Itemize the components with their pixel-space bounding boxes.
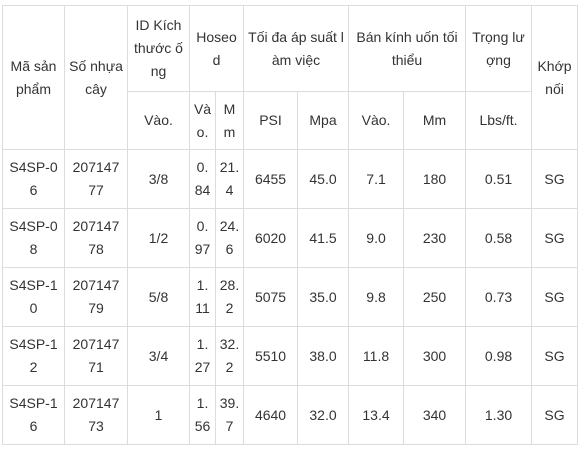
header-part-number: Số nhựa cây [64, 5, 128, 150]
cell-id-in: 1/2 [127, 208, 190, 268]
cell-mpa: 38.0 [297, 326, 350, 386]
cell-mpa: 32.0 [297, 385, 350, 445]
cell-bend-mm: 230 [403, 208, 467, 268]
header-hose-od: Hoseod [188, 5, 245, 92]
cell-psi: 4640 [243, 385, 299, 445]
unit-bend-mm: Mm [403, 91, 467, 150]
cell-code: S4SP-10 [2, 267, 65, 327]
cell-psi: 6020 [243, 208, 299, 268]
cell-id-in: 5/8 [127, 267, 190, 327]
cell-mpa: 41.5 [297, 208, 350, 268]
unit-bend-in: Vào. [348, 91, 405, 150]
cell-bend-in: 9.0 [348, 208, 405, 268]
header-product-code: Mã sản phẩm [2, 5, 65, 150]
unit-id-in: Vào. [127, 91, 190, 150]
cell-fitting: SG [531, 385, 579, 445]
cell-bend-in: 11.8 [348, 326, 405, 386]
table-row: S4SP-16 20714773 1 1.56 39.7 4640 32.0 13.4 340 1… [2, 385, 579, 445]
cell-part: 20714771 [64, 326, 128, 386]
header-weight: Trọng lượng [465, 5, 533, 92]
cell-od-in: 1.27 [189, 326, 216, 386]
table-row: S4SP-06 20714777 3/8 0.84 21.4 6455 45.0 7.1 180… [2, 149, 579, 209]
cell-psi: 5510 [243, 326, 299, 386]
cell-bend-in: 13.4 [348, 385, 405, 445]
cell-psi: 6455 [243, 149, 299, 209]
cell-bend-in: 9.8 [348, 267, 405, 327]
unit-psi: PSI [243, 91, 299, 150]
cell-bend-mm: 180 [403, 149, 467, 209]
cell-part: 20714779 [64, 267, 128, 327]
cell-psi: 5075 [243, 267, 299, 327]
unit-od-in: Vào. [189, 91, 216, 150]
table-row: S4SP-10 20714779 5/8 1.11 28.2 5075 35.0 9.8 250… [2, 267, 579, 327]
cell-mpa: 35.0 [297, 267, 350, 327]
header-hose-id: ID Kích thước ống [127, 5, 190, 92]
cell-code: S4SP-06 [2, 149, 65, 209]
cell-fitting: SG [531, 208, 579, 268]
header-row-units: Vào. Vào. Mm PSI Mpa Vào. Mm Lbs/ft. [3, 91, 578, 150]
cell-od-in: 1.11 [189, 267, 216, 327]
cell-bend-in: 7.1 [348, 149, 405, 209]
unit-weight: Lbs/ft. [465, 91, 533, 150]
header-fitting: Khớp nối [531, 5, 579, 150]
cell-id-in: 1 [127, 385, 190, 445]
cell-bend-mm: 300 [403, 326, 467, 386]
cell-code: S4SP-16 [2, 385, 65, 445]
cell-bend-mm: 250 [403, 267, 467, 327]
cell-fitting: SG [531, 149, 579, 209]
cell-weight: 0.58 [465, 208, 533, 268]
cell-od-in: 0.97 [189, 208, 216, 268]
cell-weight: 1.30 [465, 385, 533, 445]
cell-part: 20714777 [64, 149, 128, 209]
header-min-bend-radius: Bán kính uốn tối thiểu [348, 5, 467, 92]
cell-part: 20714773 [64, 385, 128, 445]
cell-od-in: 0.84 [189, 149, 216, 209]
table-row: S4SP-12 20714771 3/4 1.27 32.2 5510 38.0 11.8 30… [2, 326, 579, 386]
cell-part: 20714778 [64, 208, 128, 268]
header-row-main: Mã sản phẩm Số nhựa cây ID Kích thước ốn… [2, 5, 579, 150]
cell-od-mm: 39.7 [214, 385, 245, 445]
cell-code: S4SP-12 [2, 326, 65, 386]
cell-od-mm: 24.6 [214, 208, 245, 268]
cell-id-in: 3/4 [127, 326, 190, 386]
cell-fitting: SG [531, 267, 579, 327]
cell-od-mm: 28.2 [214, 267, 245, 327]
cell-code: S4SP-08 [2, 208, 65, 268]
cell-mpa: 45.0 [297, 149, 350, 209]
cell-od-in: 1.56 [189, 385, 216, 445]
cell-weight: 0.51 [465, 149, 533, 209]
header-max-pressure: Tối đa áp suất làm việc [243, 5, 350, 92]
cell-bend-mm: 340 [403, 385, 467, 445]
cell-weight: 0.73 [465, 267, 533, 327]
cell-od-mm: 21.4 [214, 149, 245, 209]
unit-mpa: Mpa [297, 91, 350, 150]
table-row: S4SP-08 20714778 1/2 0.97 24.6 6020 41.5 9.0 230… [2, 208, 579, 268]
unit-od-mm: Mm [214, 91, 245, 150]
cell-weight: 0.98 [465, 326, 533, 386]
cell-fitting: SG [531, 326, 579, 386]
hose-spec-table: Mã sản phẩm Số nhựa cây ID Kích thước ốn… [2, 5, 579, 445]
cell-od-mm: 32.2 [214, 326, 245, 386]
cell-id-in: 3/8 [127, 149, 190, 209]
